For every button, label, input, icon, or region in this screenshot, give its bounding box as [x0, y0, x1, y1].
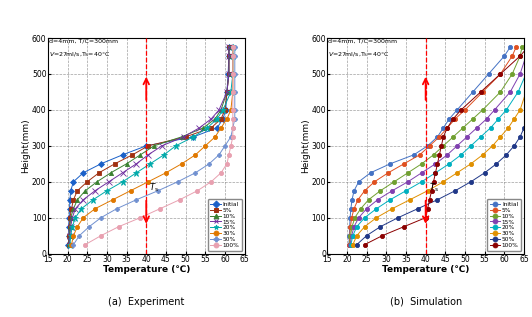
- Text: d=4mm, T/C=300mm: d=4mm, T/C=300mm: [328, 38, 397, 43]
- Text: d=4mm, T/C=300mm: d=4mm, T/C=300mm: [49, 38, 118, 43]
- Text: $\it{V}$=27ml/s,T$_{\rm S}$=40°C: $\it{V}$=27ml/s,T$_{\rm S}$=40°C: [328, 51, 389, 59]
- Y-axis label: Height(mm): Height(mm): [301, 119, 310, 173]
- Text: $T_{\rm s}$: $T_{\rm s}$: [149, 182, 159, 194]
- Y-axis label: Height(mm): Height(mm): [21, 119, 30, 173]
- Text: $T_{\rm s}$: $T_{\rm s}$: [429, 182, 439, 194]
- Text: (a)  Experiment: (a) Experiment: [108, 297, 185, 307]
- Text: $\it{V}$=27ml/s,T$_{\rm S}$=40°C: $\it{V}$=27ml/s,T$_{\rm S}$=40°C: [49, 51, 110, 59]
- X-axis label: Temperature (℃): Temperature (℃): [103, 265, 190, 275]
- X-axis label: Temperature (℃): Temperature (℃): [382, 265, 469, 275]
- Legend: Initial, 5%, 10%, 15%, 20%, 30%, 50%, 100%: Initial, 5%, 10%, 15%, 20%, 30%, 50%, 10…: [487, 199, 521, 251]
- Text: (b)  Simulation: (b) Simulation: [389, 297, 462, 307]
- Legend: Initial, 5%, 10%, 15%, 20%, 30%, 50%, 100%: Initial, 5%, 10%, 15%, 20%, 30%, 50%, 10…: [208, 199, 242, 251]
